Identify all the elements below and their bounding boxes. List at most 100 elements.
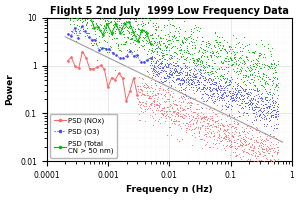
Point bbox=[156, 104, 161, 107]
Point bbox=[141, 16, 146, 19]
Point bbox=[194, 102, 199, 106]
Point bbox=[262, 168, 267, 171]
Point bbox=[90, 19, 95, 23]
Point bbox=[256, 51, 261, 55]
Point bbox=[274, 170, 279, 173]
Point bbox=[227, 102, 232, 105]
Point bbox=[184, 80, 189, 83]
Point bbox=[244, 87, 249, 90]
Point bbox=[122, 42, 126, 45]
Point bbox=[186, 51, 191, 54]
Point bbox=[269, 99, 274, 103]
Point bbox=[193, 63, 198, 66]
Point bbox=[196, 70, 201, 73]
Point bbox=[222, 47, 226, 50]
Point bbox=[236, 56, 241, 59]
Point bbox=[271, 160, 275, 163]
Point bbox=[230, 100, 235, 103]
Point bbox=[110, 33, 114, 36]
Point bbox=[144, 39, 149, 43]
Point bbox=[238, 98, 243, 101]
Point bbox=[271, 66, 276, 69]
Point bbox=[178, 79, 183, 82]
Point bbox=[121, 29, 125, 32]
Point bbox=[260, 72, 265, 75]
Point bbox=[205, 71, 210, 74]
Point bbox=[234, 86, 239, 90]
Point bbox=[152, 112, 157, 115]
Point bbox=[256, 69, 261, 72]
Point bbox=[251, 119, 256, 122]
Point bbox=[248, 91, 253, 95]
Point bbox=[167, 53, 172, 57]
Point bbox=[155, 50, 160, 53]
Point bbox=[218, 74, 223, 78]
Point bbox=[271, 142, 275, 145]
Point bbox=[239, 68, 244, 71]
Point bbox=[236, 89, 241, 92]
Point bbox=[206, 119, 211, 122]
Point bbox=[260, 149, 265, 153]
Point bbox=[173, 36, 178, 39]
Point bbox=[202, 138, 206, 142]
Point bbox=[220, 43, 225, 47]
Point bbox=[215, 120, 220, 123]
Point bbox=[162, 95, 167, 98]
Point bbox=[202, 124, 207, 127]
Point bbox=[182, 38, 187, 41]
Point bbox=[124, 49, 129, 52]
Point bbox=[213, 89, 218, 92]
Point bbox=[158, 65, 162, 68]
Point bbox=[166, 71, 171, 74]
Point bbox=[247, 93, 251, 96]
Point bbox=[191, 89, 196, 92]
Point bbox=[224, 138, 228, 141]
Point bbox=[154, 36, 159, 40]
Point bbox=[201, 86, 206, 89]
Point bbox=[202, 115, 207, 118]
Point bbox=[84, 21, 89, 24]
Point bbox=[235, 121, 240, 124]
Point bbox=[170, 72, 175, 76]
Point bbox=[184, 121, 189, 124]
Point bbox=[70, 15, 75, 18]
Point bbox=[214, 68, 219, 71]
Point bbox=[181, 81, 186, 84]
Point bbox=[177, 105, 182, 109]
Point bbox=[239, 95, 244, 98]
Point bbox=[265, 157, 269, 160]
Point bbox=[237, 69, 242, 73]
Point bbox=[165, 23, 170, 26]
Point bbox=[223, 129, 228, 132]
Point bbox=[91, 44, 96, 47]
Point bbox=[140, 44, 145, 47]
Point bbox=[174, 61, 179, 64]
Point bbox=[128, 42, 132, 45]
Point bbox=[264, 107, 269, 110]
Point bbox=[158, 66, 163, 69]
Point bbox=[185, 77, 190, 80]
Point bbox=[239, 143, 244, 146]
Point bbox=[207, 118, 212, 121]
Point bbox=[176, 83, 181, 86]
Point bbox=[159, 109, 164, 112]
Point bbox=[274, 84, 279, 87]
Point bbox=[217, 127, 222, 130]
Point bbox=[249, 102, 254, 106]
Point bbox=[227, 90, 232, 93]
Point bbox=[110, 17, 115, 20]
Point bbox=[225, 94, 230, 97]
Point bbox=[197, 86, 202, 89]
Point bbox=[262, 147, 267, 150]
Point bbox=[93, 22, 98, 25]
Point bbox=[233, 96, 238, 99]
Point bbox=[159, 111, 164, 114]
Point bbox=[166, 90, 171, 93]
Point bbox=[203, 60, 208, 63]
Point bbox=[265, 109, 270, 112]
Point bbox=[198, 88, 203, 91]
Point bbox=[184, 65, 188, 68]
Point bbox=[210, 70, 214, 73]
Point bbox=[121, 21, 126, 24]
Point bbox=[273, 82, 278, 85]
